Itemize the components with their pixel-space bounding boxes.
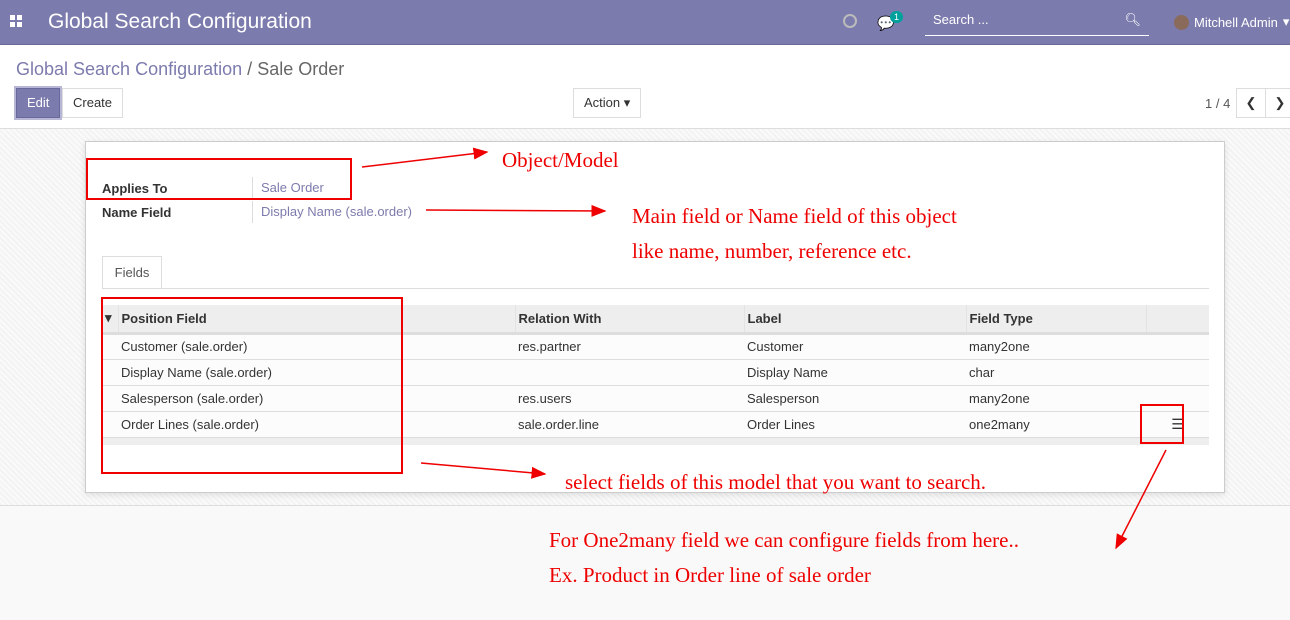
column-header[interactable]: Position Field — [117, 305, 515, 335]
table-cell: res.users — [515, 385, 744, 412]
control-panel: Global Search Configuration / Sale Order… — [0, 45, 1290, 129]
column-header-actions — [1145, 305, 1209, 335]
empty-cell — [1146, 385, 1209, 412]
breadcrumb-parent[interactable]: Global Search Configuration — [16, 59, 243, 79]
search-box: 🔍︎ — [925, 8, 1149, 36]
table-cell: Salesperson — [744, 385, 966, 412]
caret-down-icon: ▾ — [1282, 14, 1290, 29]
empty-cell — [1146, 333, 1209, 360]
table-cell: Order Lines (sale.order) — [118, 411, 515, 438]
table-footer — [102, 437, 1209, 445]
table-cell: Display Name — [744, 359, 966, 386]
user-menu[interactable]: Mitchell Admin ▾ — [1174, 14, 1289, 30]
annotation-one2many: For One2many field we can configure fiel… — [549, 528, 1019, 552]
column-header[interactable]: Field Type — [965, 305, 1146, 335]
breadcrumb-current: Sale Order — [257, 59, 345, 79]
annotation-one2many-example: Ex. Product in Order line of sale order — [549, 563, 871, 587]
table-cell: Customer (sale.order) — [118, 333, 515, 360]
pager-value: 1 / 4 — [1205, 96, 1231, 111]
row-spacer — [102, 411, 118, 438]
annotation-name-field: Main field or Name field of this object — [632, 204, 957, 228]
table-row[interactable]: Order Lines (sale.order) sale.order.line O… — [102, 411, 1209, 438]
breadcrumb-separator: / — [247, 59, 253, 79]
applies-to-label: Applies To — [102, 181, 168, 196]
table-row[interactable]: Customer (sale.order) res.partner Customer… — [102, 333, 1209, 360]
chat-count-badge: 1 — [890, 11, 904, 23]
edit-button[interactable]: Edit — [16, 88, 61, 118]
table-cell: Display Name (sale.order) — [118, 359, 515, 386]
table-cell: one2many — [966, 411, 1146, 438]
user-name: Mitchell Admin — [1194, 14, 1278, 30]
annotation-object-model: Object/Model — [502, 148, 619, 172]
empty-cell — [1146, 359, 1209, 386]
table-cell: res.partner — [515, 333, 744, 360]
table-row[interactable]: Salesperson (sale.order) res.users Salespe… — [102, 385, 1209, 412]
pager-next-button[interactable]: ❯ — [1265, 88, 1290, 118]
table-cell: many2one — [966, 333, 1146, 360]
row-spacer — [102, 385, 118, 412]
apps-menu-icon[interactable] — [10, 15, 22, 27]
row-spacer — [102, 333, 118, 360]
action-dropdown[interactable]: Action ▾ — [573, 88, 642, 118]
tab-divider — [102, 288, 1209, 289]
table-cell: Order Lines — [744, 411, 966, 438]
table-cell: sale.order.line — [515, 411, 744, 438]
breadcrumb: Global Search Configuration / Sale Order — [16, 59, 344, 80]
applies-to-value[interactable]: Sale Order — [252, 177, 324, 199]
activity-clock-icon[interactable] — [843, 14, 857, 28]
configure-subfields-list-icon[interactable]: ☰ — [1146, 411, 1209, 438]
pager-previous-button[interactable]: ❮ — [1236, 88, 1266, 118]
highlight-box-object — [86, 158, 352, 200]
avatar — [1174, 14, 1189, 30]
create-button[interactable]: Create — [62, 88, 124, 118]
search-icon[interactable]: 🔍︎ — [1124, 12, 1141, 27]
sort-caret-icon[interactable]: ▾ — [102, 305, 118, 335]
annotation-name-field-examples: like name, number, reference etc. — [632, 239, 912, 263]
highlight-box-list-icon — [1140, 404, 1184, 444]
name-field-value[interactable]: Display Name (sale.order) — [252, 201, 412, 223]
table-cell: char — [966, 359, 1146, 386]
table-cell — [515, 359, 744, 386]
table-cell: many2one — [966, 385, 1146, 412]
highlight-box-position-field — [101, 297, 403, 474]
table-cell: Salesperson (sale.order) — [118, 385, 515, 412]
form-sheet: Applies To Sale Order Name Field Display… — [85, 141, 1225, 493]
row-spacer — [102, 359, 118, 386]
annotation-select-fields: select fields of this model that you wan… — [565, 470, 987, 494]
column-header[interactable]: Relation With — [514, 305, 744, 335]
table-cell: Customer — [744, 333, 966, 360]
column-header[interactable]: Label — [743, 305, 966, 335]
name-field-label: Name Field — [102, 205, 172, 220]
fields-table: ▾ Position Field Relation With Label Fie… — [102, 305, 1209, 445]
app-title: Global Search Configuration — [48, 10, 312, 33]
table-row[interactable]: Display Name (sale.order) Display Name cha… — [102, 359, 1209, 386]
navbar: Global Search Configuration 💬 1 🔍︎ Mitch… — [0, 0, 1290, 45]
search-input[interactable] — [925, 8, 1115, 31]
